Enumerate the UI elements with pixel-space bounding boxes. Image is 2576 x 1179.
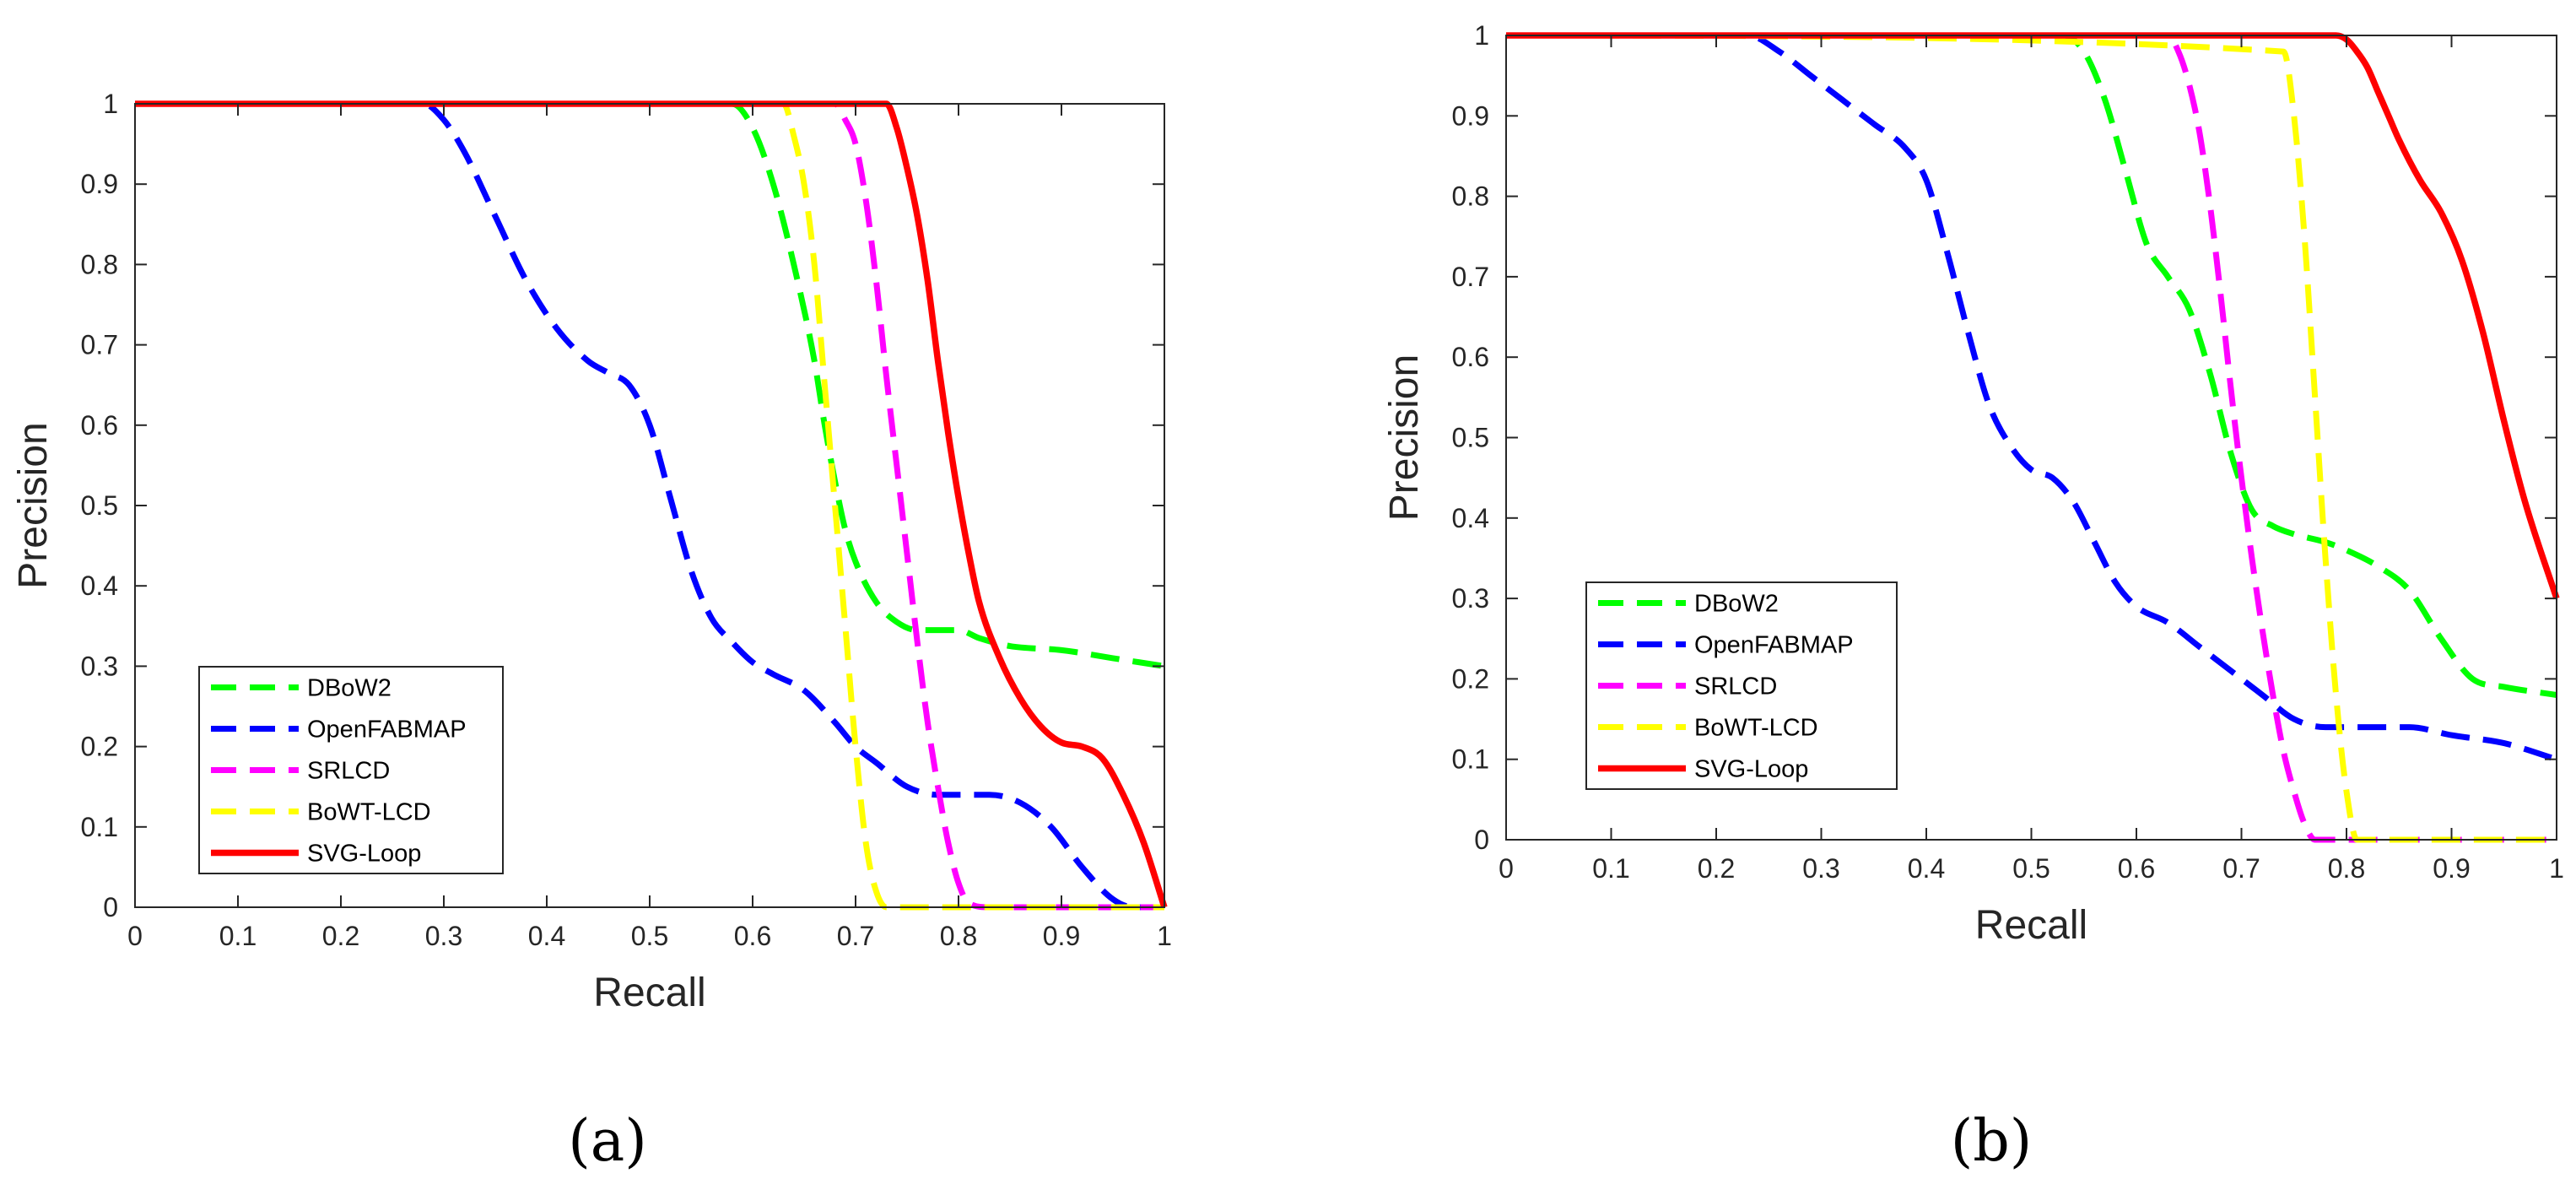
series-line-bowt-lcd bbox=[1505, 32, 2557, 843]
x-tick-label: 0.8 bbox=[940, 921, 977, 951]
y-tick-label: 0.9 bbox=[1452, 100, 1489, 131]
x-tick-label: 0.3 bbox=[425, 921, 462, 951]
y-tick-label: 1 bbox=[103, 89, 118, 119]
x-tick-label: 1 bbox=[1157, 921, 1172, 951]
legend-label: BoWT-LCD bbox=[307, 799, 431, 826]
legend-label: BoWT-LCD bbox=[1694, 715, 1818, 742]
y-tick-label: 0.4 bbox=[81, 571, 118, 601]
x-tick-label: 0.9 bbox=[1043, 921, 1080, 951]
x-tick-label: 0.2 bbox=[322, 921, 359, 951]
x-tick-label: 0 bbox=[127, 921, 143, 951]
x-tick-label: 0.3 bbox=[1802, 853, 1839, 884]
y-axis-label: Precision bbox=[1382, 354, 1427, 521]
y-tick-label: 1 bbox=[1474, 20, 1489, 51]
y-tick-label: 0.1 bbox=[81, 812, 118, 842]
x-axis-label: Recall bbox=[593, 971, 705, 1015]
x-tick-label: 0.6 bbox=[734, 921, 771, 951]
y-axis-label: Precision bbox=[11, 422, 56, 588]
series-line-srlcd bbox=[134, 100, 1164, 911]
series-line-openfabmap bbox=[1506, 32, 2558, 763]
legend-label: DBoW2 bbox=[1694, 591, 1779, 618]
x-tick-label: 0 bbox=[1499, 853, 1514, 884]
series-line-srlcd bbox=[1506, 32, 2557, 843]
x-tick-label: 1 bbox=[2549, 853, 2564, 884]
x-tick-label: 0.6 bbox=[2118, 853, 2155, 884]
y-tick-label: 0.5 bbox=[1452, 423, 1489, 453]
y-tick-label: 0.2 bbox=[81, 732, 118, 762]
legend: DBoW2 OpenFABMAP SRLCD BoWT-LCD SVG-Loop bbox=[1585, 581, 1898, 790]
legend-label: OpenFABMAP bbox=[307, 717, 467, 744]
x-axis-label: Recall bbox=[1975, 903, 2087, 948]
panel-label: (b) bbox=[1951, 1108, 2033, 1175]
legend-label: DBoW2 bbox=[307, 675, 392, 702]
series-line-dbow2 bbox=[1506, 32, 2557, 698]
y-tick-label: 0.7 bbox=[81, 330, 118, 360]
legend-label: SRLCD bbox=[307, 758, 390, 785]
legend-label: OpenFABMAP bbox=[1694, 632, 1854, 659]
y-tick-label: 0.4 bbox=[1452, 503, 1489, 533]
y-tick-label: 0 bbox=[103, 892, 118, 922]
panel-label: (a) bbox=[568, 1108, 647, 1175]
x-tick-label: 0.5 bbox=[2012, 853, 2049, 884]
panel-b: 0 0.1 0.2 0.3 0.4 0.5 0.6 0.7 0.8 0.9 1 0 0.1 0.2 0.3 0… bbox=[1382, 20, 2564, 1175]
y-tick-label: 0.8 bbox=[1452, 181, 1489, 212]
legend-label: SVG-Loop bbox=[307, 841, 421, 868]
x-tick-label: 0.8 bbox=[2328, 853, 2365, 884]
legend-label: SVG-Loop bbox=[1694, 756, 1808, 783]
series-line-openfabmap bbox=[134, 100, 1164, 911]
x-tick-label: 0.9 bbox=[2433, 853, 2470, 884]
panel-a: 0 0.1 0.2 0.3 0.4 0.5 0.6 0.7 0.8 0.9 1 0 0.1 0.2 0.3 0… bbox=[11, 89, 1172, 1175]
legend-label: SRLCD bbox=[1694, 673, 1777, 700]
x-tick-label: 0.5 bbox=[631, 921, 668, 951]
legend: DBoW2 OpenFABMAP SRLCD BoWT-LCD SVG-Loop bbox=[198, 666, 504, 874]
x-tick-label: 0.1 bbox=[219, 921, 257, 951]
x-tick-label: 0.7 bbox=[837, 921, 874, 951]
y-tick-label: 0.1 bbox=[1452, 744, 1489, 775]
y-tick-label: 0.3 bbox=[81, 651, 118, 681]
x-tick-label: 0.4 bbox=[528, 921, 565, 951]
y-tick-label: 0.6 bbox=[81, 410, 118, 441]
x-tick-label: 0.1 bbox=[1592, 853, 1629, 884]
y-tick-label: 0.6 bbox=[1452, 342, 1489, 372]
y-tick-label: 0.3 bbox=[1452, 583, 1489, 614]
y-tick-label: 0.8 bbox=[81, 249, 118, 279]
x-tick-label: 0.4 bbox=[1908, 853, 1945, 884]
y-tick-label: 0.7 bbox=[1452, 262, 1489, 292]
x-tick-label: 0.2 bbox=[1698, 853, 1735, 884]
y-tick-label: 0.2 bbox=[1452, 663, 1489, 694]
y-tick-label: 0 bbox=[1474, 825, 1489, 855]
y-tick-label: 0.5 bbox=[81, 490, 118, 521]
x-tick-label: 0.7 bbox=[2222, 853, 2260, 884]
y-tick-label: 0.9 bbox=[81, 169, 118, 199]
